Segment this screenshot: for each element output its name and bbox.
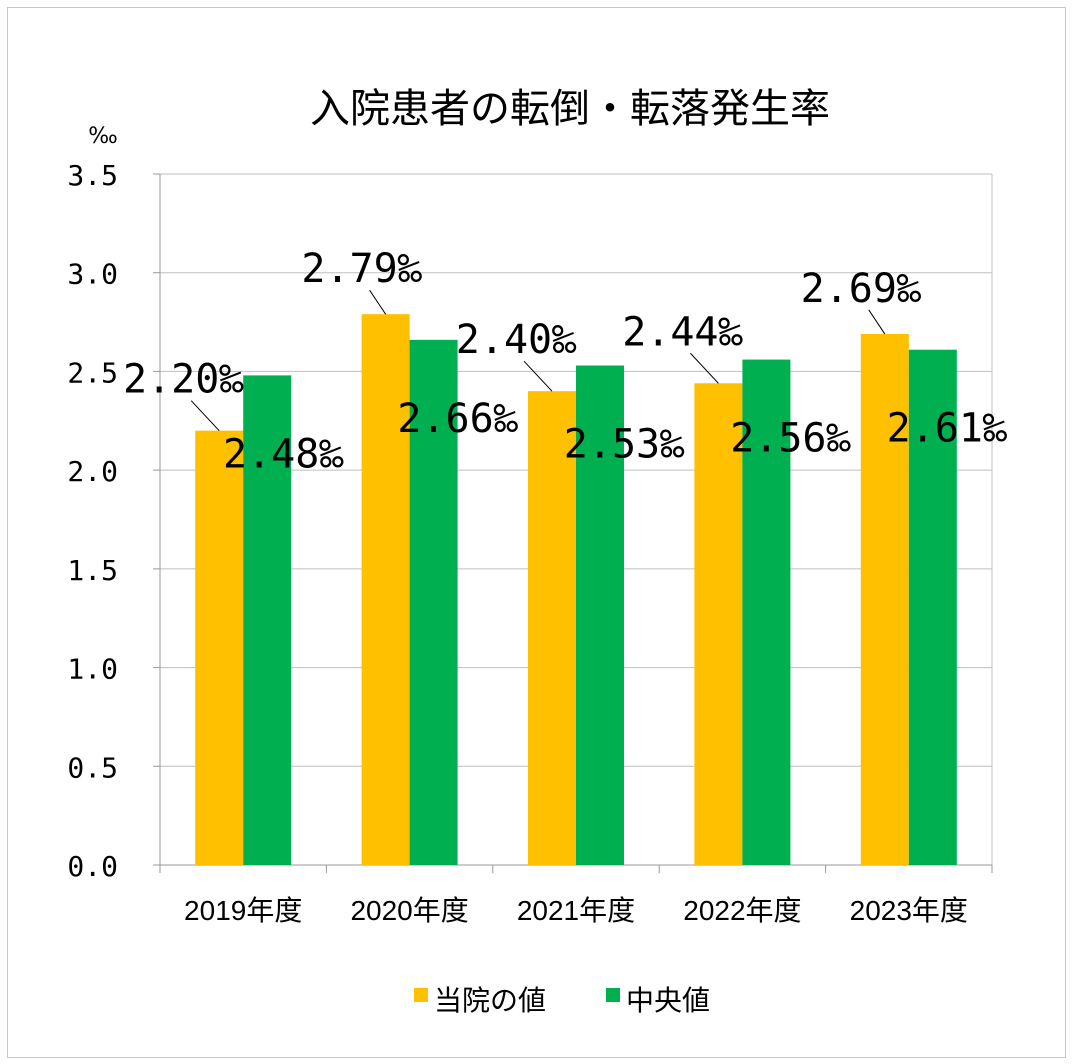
label-leader-line [369,289,387,315]
data-label-series-2: 2.61‰ [887,406,1008,452]
legend-swatch [606,988,620,1002]
data-label-series-1: 2.79‰ [301,246,422,292]
label-leader-lines [190,289,886,431]
legend-label: 当院の値 [434,984,546,1017]
y-tick-label: 2.5 [67,356,118,389]
label-leader-line [868,309,886,335]
bar-series-1 [361,314,410,865]
legend-label: 中央値 [626,984,710,1017]
x-tick-label: 2023年度 [850,895,968,926]
data-label-series-1: 2.40‰ [456,317,577,363]
bar-series-1 [860,333,909,866]
y-tick-label: 0.5 [67,751,118,784]
data-label-series-2: 2.56‰ [730,416,851,462]
x-tick-label: 2021年度 [517,895,635,926]
bar-series-1 [195,430,244,865]
y-tick-label: 2.0 [67,455,118,488]
y-tick-label: 1.0 [67,653,118,686]
data-label-series-1: 2.20‰ [123,357,244,403]
legend: 当院の値 中央値 [414,984,710,1017]
data-label-series-2: 2.48‰ [223,431,344,477]
chart-title: 入院患者の転倒・転落発生率 [310,86,830,132]
bar-series-2 [742,359,791,865]
y-tick-label: 1.5 [67,554,118,587]
x-tick-label: 2022年度 [683,895,801,926]
bar-series-2 [243,375,292,865]
bars [195,314,957,866]
y-tick-label: 3.0 [67,258,118,291]
bar-series-2 [576,365,624,865]
x-tick-label: 2020年度 [350,895,468,926]
y-unit-label: ‰ [88,124,118,149]
data-label-series-2: 2.66‰ [397,396,518,442]
legend-swatch [414,988,428,1002]
y-tick-label: 3.5 [67,159,118,192]
data-label-series-2: 2.53‰ [564,422,685,468]
x-tick-label: 2019年度 [184,895,302,926]
label-leader-line [190,400,220,431]
data-label-series-1: 2.44‰ [622,309,743,355]
y-axis-ticks: 0.0 0.5 1.0 1.5 2.0 2.5 3.0 3.5 [67,159,118,883]
x-axis-ticks: 2019年度 2020年度 2021年度 2022年度 2023年度 [184,895,968,926]
label-leader-line [523,360,553,392]
y-tick-label: 0.0 [67,850,118,883]
data-label-series-1: 2.69‰ [801,266,922,312]
bar-series-1 [528,391,576,865]
bar-series-2 [409,339,458,866]
label-leader-line [690,352,719,384]
data-labels: 2.20‰ 2.48‰ 2.79‰ 2.66‰ 2.40‰ 2.53‰ 2.44‰ 2.56‰… [123,246,1008,477]
bar-series-2 [908,349,957,865]
bar-series-1 [694,383,743,865]
